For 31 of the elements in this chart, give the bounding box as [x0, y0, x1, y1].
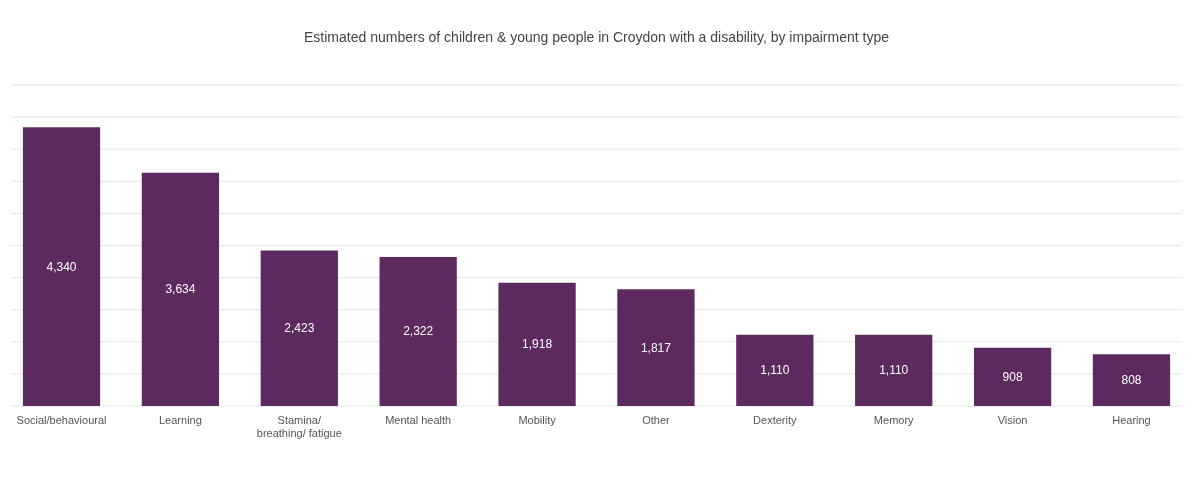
bar — [260, 250, 338, 406]
bar — [617, 289, 695, 406]
data-label: 2,423 — [284, 321, 315, 336]
x-tick-label: Other — [642, 413, 671, 426]
bar — [855, 334, 933, 406]
bar — [736, 334, 814, 406]
x-tick-label: Mental health — [385, 413, 452, 426]
x-tick-label: Dexterity — [753, 413, 798, 426]
x-tick-label: Vision — [997, 413, 1028, 426]
x-tick-label: Social/behavioural — [16, 413, 107, 426]
bar — [379, 256, 457, 406]
x-tick-label: Stamina/ breathing/ fatigue — [256, 413, 342, 439]
chart-title: Estimated numbers of children & young people in Croydon with a disability, by impairment type — [304, 28, 890, 45]
x-tick-label: Hearing — [1112, 413, 1151, 426]
data-label: 2,322 — [403, 324, 434, 339]
bar — [973, 347, 1052, 406]
data-label: 1,918 — [522, 337, 553, 352]
data-label: 1,110 — [760, 363, 790, 378]
data-label: 1,110 — [879, 363, 909, 378]
bar — [22, 127, 101, 406]
data-label: 3,634 — [165, 282, 196, 297]
x-tick-label: Memory — [873, 413, 915, 426]
x-tick-label: Mobility — [518, 413, 557, 426]
data-label: 4,340 — [46, 259, 77, 274]
bar — [1092, 354, 1171, 406]
bar — [498, 282, 576, 406]
data-label: 908 — [1002, 369, 1023, 384]
data-label: 808 — [1121, 373, 1142, 388]
data-label: 1,817 — [640, 340, 672, 355]
x-tick-label: Learning — [158, 413, 202, 426]
bar — [141, 172, 220, 406]
